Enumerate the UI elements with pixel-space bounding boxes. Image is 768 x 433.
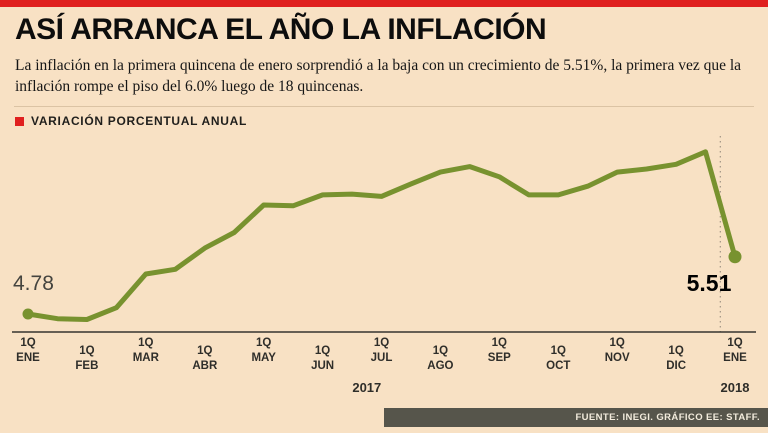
x-axis-tick-ene-12: 1Q ENE — [723, 337, 747, 364]
x-axis-tick-nov-10: 1Q NOV — [604, 337, 630, 364]
end-value-label: 5.51 — [686, 269, 732, 296]
inflation-line-chart — [12, 136, 756, 333]
end-point-marker — [728, 250, 742, 264]
red-square-icon — [15, 116, 24, 126]
x-axis-tick-ago-7: 1Q AGO — [427, 345, 454, 372]
year-label-2017: 2017 — [352, 380, 382, 395]
divider-line — [14, 106, 754, 107]
x-axis: 1Q ENE 1Q FEB 1Q MAR 1Q ABR 1Q MAY 1Q JUN 1Q JUL 1Q AGO… — [0, 336, 768, 380]
x-axis-tick-dic-11: 1Q DIC — [666, 345, 686, 372]
x-axis-tick-ene-0: 1Q ENE — [16, 337, 40, 364]
x-axis-tick-sep-8: 1Q SEP — [487, 337, 511, 364]
chart-kicker-label: VARIACIÓN PORCENTUAL ANUAL — [31, 114, 247, 128]
start-value-label: 4.78 — [13, 272, 54, 295]
source-credit-bar: FUENTE: INEGI. GRÁFICO EE: STAFF. — [384, 408, 768, 427]
x-axis-tick-jun-5: 1Q JUN — [311, 345, 335, 372]
chart-kicker: VARIACIÓN PORCENTUAL ANUAL — [15, 114, 247, 128]
page-title: ASÍ ARRANCA EL AÑO LA INFLACIÓN — [15, 13, 547, 46]
x-axis-tick-oct-9: 1Q OCT — [546, 345, 571, 372]
subtitle-text: La inflación en la primera quincena de e… — [15, 57, 742, 96]
x-axis-tick-jul-6: 1Q JUL — [370, 337, 393, 364]
x-axis-tick-abr-3: 1Q ABR — [192, 345, 218, 372]
x-axis-tick-may-4: 1Q MAY — [251, 337, 276, 364]
start-point-marker — [22, 308, 34, 320]
x-axis-tick-mar-2: 1Q MAR — [132, 337, 159, 364]
inflation-line — [25, 149, 738, 322]
year-label-2018: 2018 — [720, 380, 750, 395]
top-accent-bar — [0, 0, 768, 7]
x-axis-tick-feb-1: 1Q FEB — [75, 345, 99, 372]
